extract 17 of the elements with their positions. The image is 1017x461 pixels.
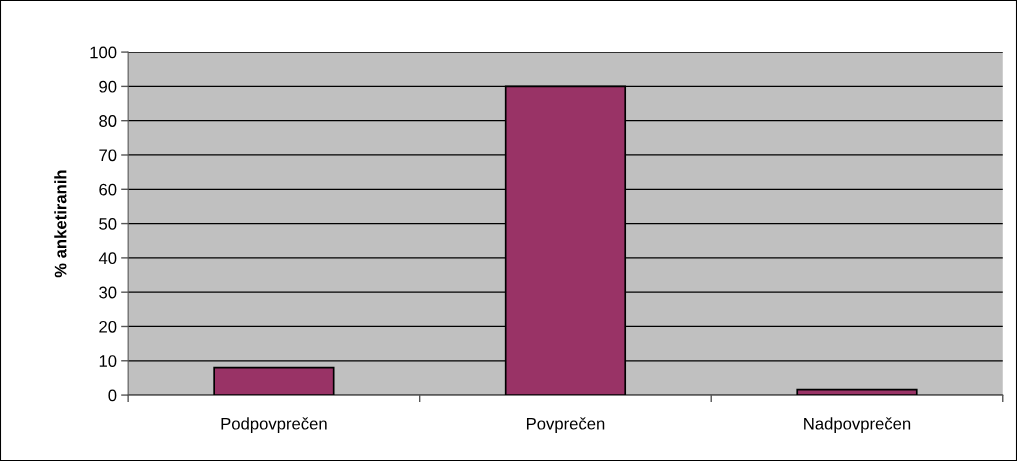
bar [213, 366, 335, 396]
y-tick-label: 90 [99, 80, 117, 93]
y-tick-label: 60 [99, 183, 117, 196]
y-tick-label: 40 [98, 252, 117, 265]
bar [796, 388, 918, 396]
y-tick-label: 10 [99, 355, 117, 367]
y-tick-label: 20 [99, 320, 117, 333]
y-tick-label: 100 [90, 46, 117, 59]
x-tick-label: Nadpovprečen [804, 417, 911, 433]
y-tick-label: 50 [99, 217, 117, 230]
y-tick-label: 0 [108, 389, 117, 402]
x-tick-label: Povprečen [526, 417, 605, 433]
y-axis-title: % anketiranih [54, 170, 67, 278]
y-tick-label: 70 [99, 149, 117, 162]
y-tick-label: 30 [99, 286, 117, 299]
x-tick-label: Podpovprečen [221, 417, 327, 433]
y-tick-label: 80 [99, 115, 117, 127]
